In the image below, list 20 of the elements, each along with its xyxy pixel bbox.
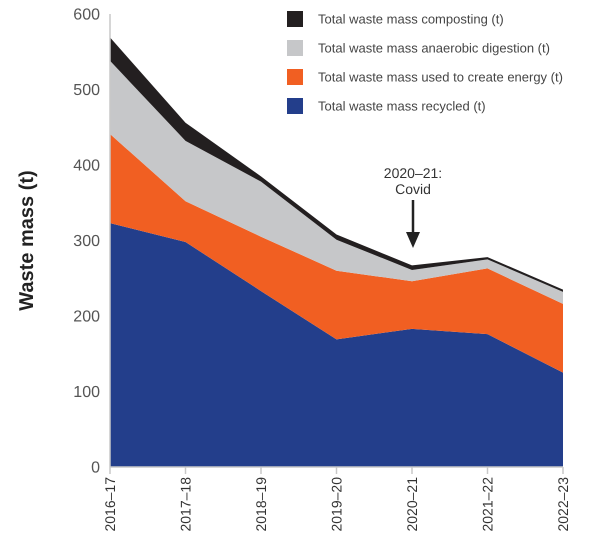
y-axis-title: Waste mass (t)	[16, 170, 38, 311]
legend-label: Total waste mass recycled (t)	[318, 98, 486, 114]
x-tick-label: 2021–22	[480, 476, 496, 532]
legend-label: Total waste mass used to create energy (t)	[318, 70, 563, 85]
x-tick-label: 2016–17	[102, 476, 118, 532]
x-tick-label: 2020–21	[404, 476, 420, 532]
legend-label: Total waste mass anaerobic digestion (t)	[318, 40, 550, 56]
x-tick-label: 2017–18	[178, 476, 194, 532]
annotation: 2020–21: Covid	[384, 165, 442, 197]
x-tick-label: 2018–19	[253, 476, 269, 532]
x-tick-label: 2022–23	[555, 476, 571, 532]
y-tick-label: 600	[73, 6, 100, 24]
x-tick-label: 2019–20	[328, 476, 344, 532]
y-tick-label: 200	[73, 308, 100, 326]
y-tick-label: 400	[73, 158, 100, 175]
y-tick-label: 100	[73, 384, 100, 402]
y-tick-label: 500	[73, 82, 100, 100]
y-tick-label: 300	[73, 233, 100, 250]
y-tick-label: 0	[91, 460, 100, 477]
legend-label: Total waste mass composting (t)	[318, 12, 504, 27]
